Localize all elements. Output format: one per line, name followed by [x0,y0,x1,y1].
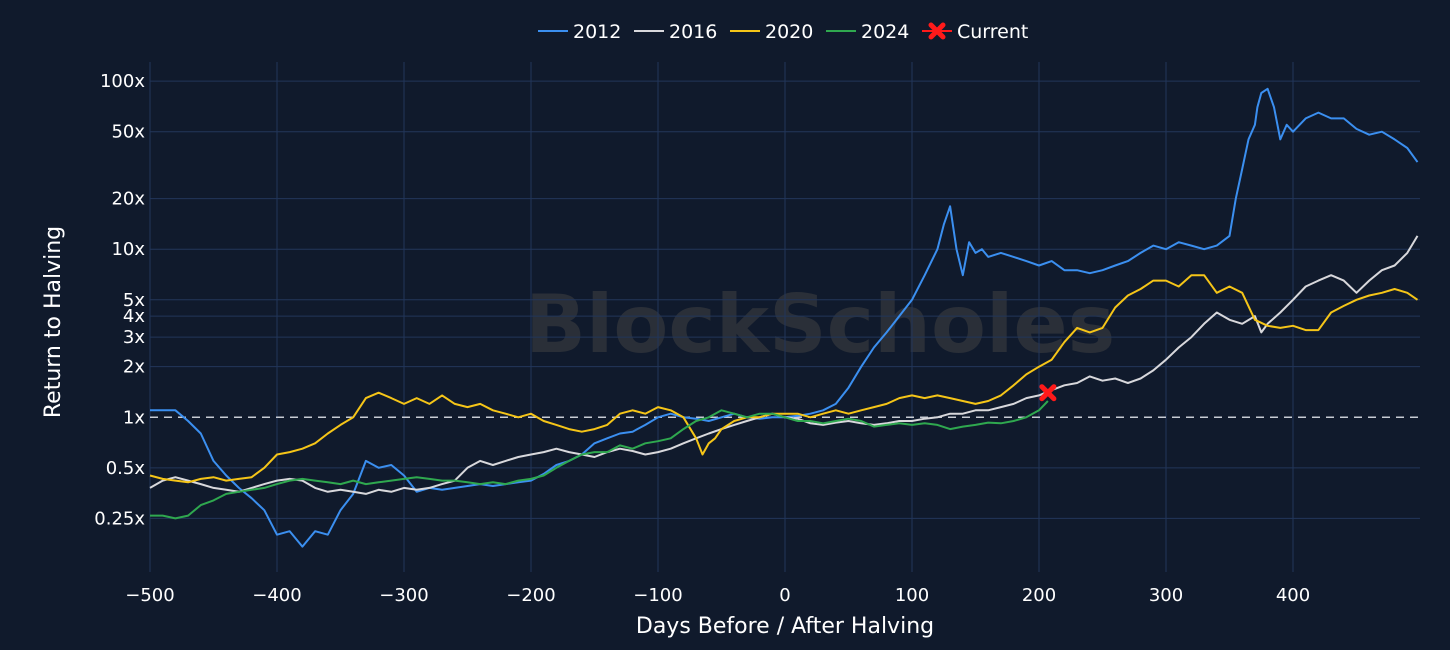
y-tick-label: 50x [111,122,145,143]
series-line-2016 [149,235,1419,495]
watermark: BlockScholes [525,278,1115,371]
y-tick-label: 10x [111,239,145,260]
grid [149,62,1420,572]
legend-label-2016: 2016 [669,21,717,43]
y-tick-label: 2x [123,357,145,378]
x-tick-label: 200 [1022,585,1056,606]
current-marker [1039,384,1057,402]
x-axis-title: Days Before / After Halving [636,614,934,639]
series-layer [149,87,1419,548]
x-tick-label: −100 [633,585,682,606]
y-tick-label: 3x [123,327,145,348]
x-tick-label: −400 [252,585,301,606]
series-line-2024 [150,400,1049,520]
y-tick-label: 4x [123,306,145,327]
legend-label-2020: 2020 [765,21,813,43]
y-tick-label: 0.5x [106,458,146,479]
x-tick-label: −200 [506,585,555,606]
x-tick-label: 300 [1149,585,1183,606]
y-tick-label: 5x [123,290,145,311]
x-tick-label: 400 [1276,585,1310,606]
y-tick-label: 100x [100,71,145,92]
series-line-2012 [150,87,1419,548]
x-tick-label: −300 [379,585,428,606]
x-tick-label: 100 [895,585,929,606]
legend-label-current: Current [957,21,1028,43]
x-tick-label: 0 [779,585,790,606]
y-tick-label: 0.25x [94,508,145,529]
legend-swatch-current-marker [928,22,946,40]
y-tick-label: 1x [123,407,145,428]
x-axis-ticks: −500 −400 −300 −200 −100 0 100 200 300 400 [125,585,1310,606]
current-marker-layer [1039,384,1057,402]
legend-label-2012: 2012 [573,21,621,43]
legend-label-2024: 2024 [861,21,909,43]
legend[interactable]: 2012 2016 2020 2024 Current [538,21,1028,43]
x-tick-label: −500 [125,585,174,606]
y-axis-title: Return to Halving [41,226,66,418]
y-tick-label: 20x [111,189,145,210]
